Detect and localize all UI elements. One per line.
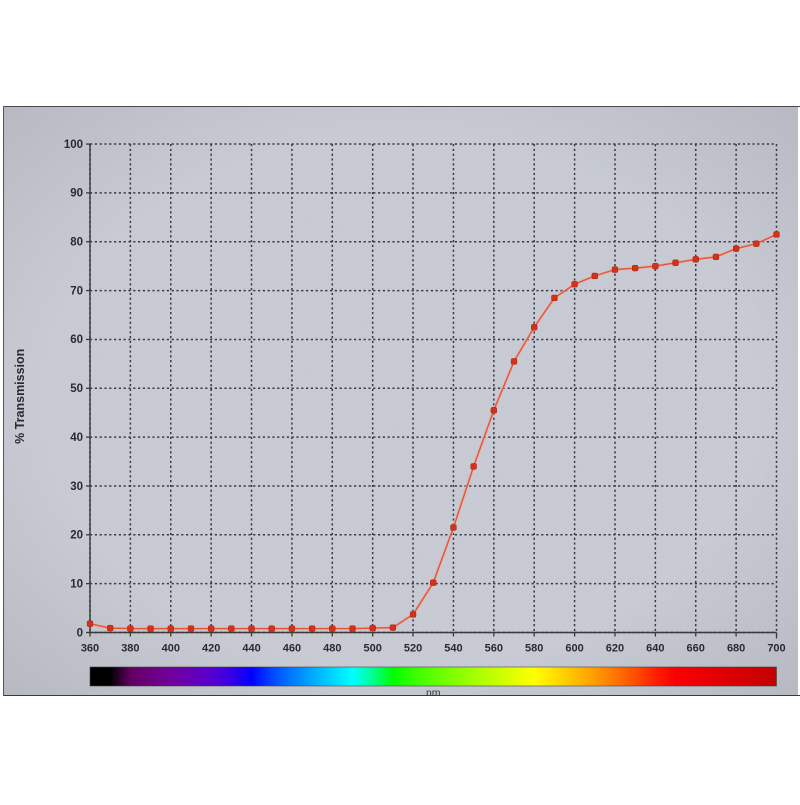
svg-text:90: 90 bbox=[70, 188, 83, 200]
svg-text:700: 700 bbox=[767, 643, 785, 655]
svg-text:600: 600 bbox=[565, 643, 583, 655]
svg-text:400: 400 bbox=[162, 643, 180, 655]
svg-text:100: 100 bbox=[64, 139, 83, 151]
svg-text:60: 60 bbox=[70, 334, 83, 346]
svg-text:360: 360 bbox=[81, 643, 99, 655]
svg-text:580: 580 bbox=[525, 643, 543, 655]
svg-text:380: 380 bbox=[121, 643, 139, 655]
svg-text:500: 500 bbox=[364, 643, 382, 655]
svg-text:20: 20 bbox=[70, 530, 83, 542]
svg-text:520: 520 bbox=[404, 643, 422, 655]
svg-text:80: 80 bbox=[70, 237, 83, 249]
svg-text:420: 420 bbox=[202, 643, 220, 655]
svg-text:10: 10 bbox=[70, 578, 83, 590]
svg-text:680: 680 bbox=[727, 643, 745, 655]
svg-text:440: 440 bbox=[242, 643, 260, 655]
svg-text:50: 50 bbox=[70, 383, 83, 395]
svg-text:nm: nm bbox=[426, 687, 441, 699]
svg-text:460: 460 bbox=[283, 643, 301, 655]
svg-text:480: 480 bbox=[323, 643, 341, 655]
svg-text:620: 620 bbox=[606, 643, 624, 655]
svg-text:660: 660 bbox=[687, 643, 705, 655]
svg-text:% Transmission: % Transmission bbox=[13, 349, 27, 444]
svg-text:0: 0 bbox=[77, 627, 83, 639]
svg-text:40: 40 bbox=[70, 432, 83, 444]
svg-text:640: 640 bbox=[646, 643, 664, 655]
svg-text:30: 30 bbox=[70, 481, 83, 493]
svg-text:540: 540 bbox=[444, 643, 462, 655]
svg-text:560: 560 bbox=[485, 643, 503, 655]
svg-text:70: 70 bbox=[70, 285, 83, 297]
